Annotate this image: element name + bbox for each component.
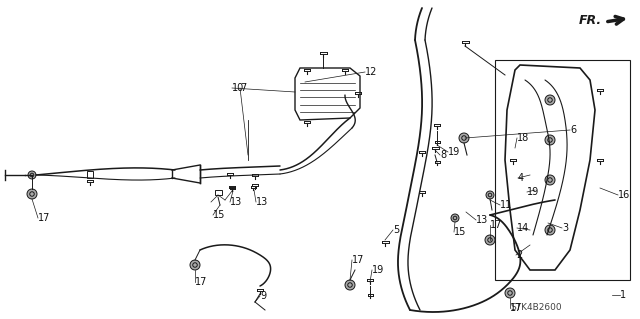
Text: 19: 19 (448, 147, 460, 157)
Text: 17: 17 (38, 213, 51, 223)
Text: 3: 3 (562, 223, 568, 233)
Bar (214, 189, 221, 195)
Text: 2: 2 (516, 250, 522, 260)
Text: 15: 15 (454, 227, 467, 237)
Text: 9: 9 (260, 291, 266, 301)
Text: 18: 18 (517, 133, 529, 143)
Text: 13: 13 (230, 197, 243, 207)
Circle shape (545, 95, 555, 105)
Text: 4: 4 (518, 173, 524, 183)
Text: 13: 13 (476, 215, 488, 225)
Text: FR.: FR. (579, 13, 602, 26)
Circle shape (485, 235, 495, 245)
Text: 8: 8 (440, 150, 446, 160)
Circle shape (28, 171, 36, 179)
Text: 12: 12 (365, 67, 378, 77)
Text: 10: 10 (232, 83, 244, 93)
Text: 19: 19 (527, 187, 540, 197)
Text: 17: 17 (490, 220, 502, 230)
Text: 14: 14 (517, 223, 529, 233)
Text: 16: 16 (618, 190, 630, 200)
Bar (87, 170, 93, 177)
Bar (495, 60, 630, 280)
Text: 19: 19 (372, 265, 384, 275)
Text: 17: 17 (352, 255, 364, 265)
Text: 5: 5 (393, 225, 399, 235)
Text: 17: 17 (510, 303, 522, 313)
Circle shape (27, 189, 37, 199)
Circle shape (190, 260, 200, 270)
Text: 13: 13 (256, 197, 268, 207)
Text: 1: 1 (620, 290, 626, 300)
Circle shape (486, 191, 494, 199)
Circle shape (505, 288, 515, 298)
Circle shape (459, 133, 469, 143)
Text: 17: 17 (195, 277, 207, 287)
Text: 15: 15 (213, 210, 225, 220)
Circle shape (451, 214, 459, 222)
Circle shape (345, 280, 355, 290)
Circle shape (545, 225, 555, 235)
Circle shape (545, 175, 555, 185)
Circle shape (545, 135, 555, 145)
Text: STK4B2600: STK4B2600 (510, 303, 562, 313)
Text: 6: 6 (570, 125, 576, 135)
Text: 7: 7 (240, 83, 246, 93)
Text: 11: 11 (500, 200, 512, 210)
